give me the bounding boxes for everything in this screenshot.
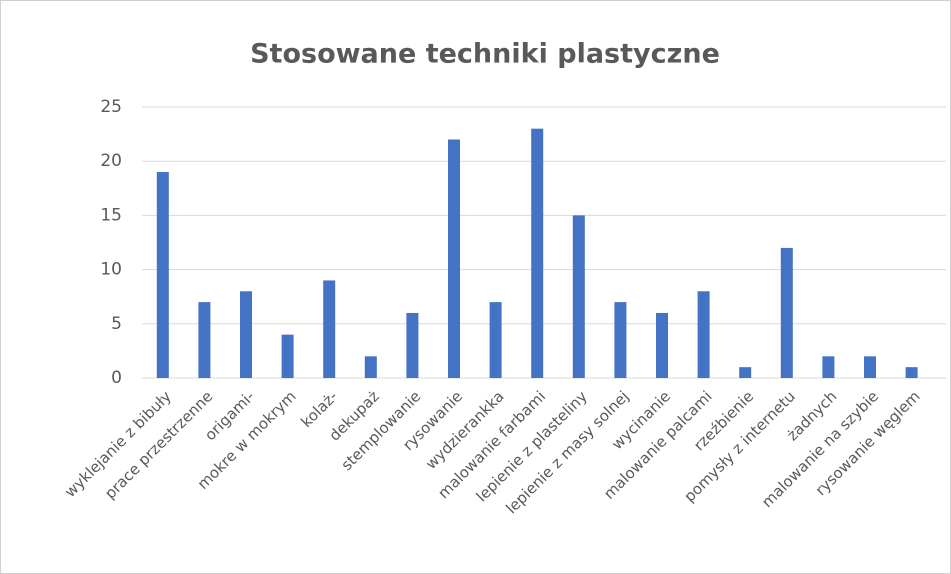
bar	[198, 302, 211, 378]
bar	[489, 302, 502, 378]
bar	[614, 302, 627, 378]
bar	[364, 356, 377, 378]
bar	[531, 128, 544, 378]
y-tick-label: 5	[111, 314, 122, 334]
bar	[156, 172, 169, 378]
y-tick-label: 15	[100, 205, 122, 225]
bar	[406, 312, 419, 378]
bar	[572, 215, 585, 378]
y-tick-label: 0	[111, 368, 122, 388]
bar	[864, 356, 876, 378]
bar	[780, 247, 793, 378]
y-tick-label: 20	[100, 151, 122, 171]
bar	[905, 367, 918, 378]
bar	[323, 280, 336, 378]
y-tick-label: 25	[100, 97, 122, 117]
bar	[822, 356, 835, 378]
bar	[240, 291, 252, 378]
bar	[281, 334, 294, 378]
y-tick-label: 10	[100, 260, 122, 280]
bar	[739, 367, 752, 378]
bar	[656, 312, 668, 378]
chart-title: Stosowane techniki plastyczne	[250, 39, 720, 70]
bar	[448, 139, 460, 378]
bar	[697, 291, 710, 378]
